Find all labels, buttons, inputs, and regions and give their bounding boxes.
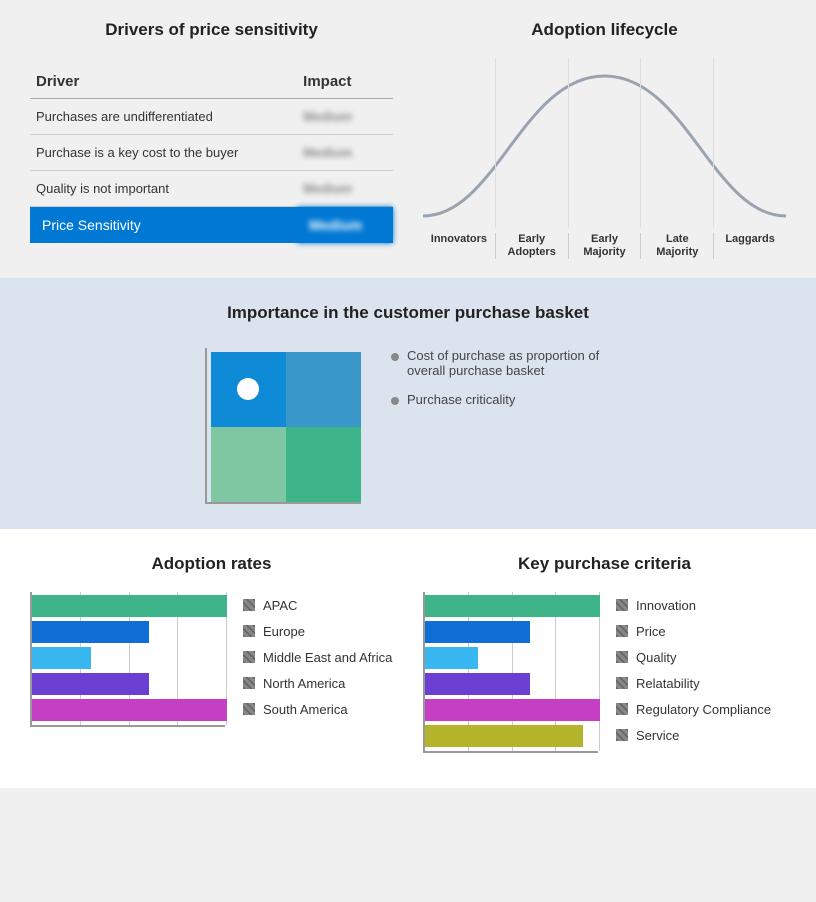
lifecycle-category: Early Majority — [568, 233, 641, 259]
swatch-icon — [616, 729, 628, 741]
lifecycle-curve — [423, 58, 786, 228]
adoption-rates-title: Adoption rates — [30, 554, 393, 574]
criteria-legend-label: Quality — [636, 650, 676, 665]
criteria-bar — [425, 673, 530, 695]
criteria-legend-label: Price — [636, 624, 666, 639]
drivers-table: Driver Impact Purchases are undifferenti… — [30, 65, 393, 243]
drivers-summary-row: Price SensitivityMedium — [30, 207, 393, 244]
lifecycle-chart: InnovatorsEarly AdoptersEarly MajorityLa… — [423, 58, 786, 258]
quadrant-top-left — [211, 352, 286, 427]
purchase-criteria-title: Key purchase criteria — [423, 554, 786, 574]
adoption-rates-chart: APAC Europe Middle East and Africa North Am… — [30, 592, 393, 727]
adoption-bar — [32, 621, 149, 643]
drivers-row: Purchases are undifferentiatedMedium — [30, 99, 393, 135]
basket-legend-item: Purchase criticality — [391, 392, 611, 407]
criteria-legend-item: Price — [616, 618, 771, 644]
adoption-legend-label: North America — [263, 676, 345, 691]
impact-cell: Medium — [297, 171, 393, 207]
driver-cell: Quality is not important — [30, 171, 297, 207]
criteria-bars — [423, 592, 598, 753]
criteria-legend-item: Relatability — [616, 670, 771, 696]
drivers-row: Quality is not importantMedium — [30, 171, 393, 207]
swatch-icon — [616, 625, 628, 637]
criteria-legend-item: Quality — [616, 644, 771, 670]
adoption-bar — [32, 595, 227, 617]
adoption-bars — [30, 592, 225, 727]
adoption-legend-item: APAC — [243, 592, 392, 618]
lifecycle-category: Innovators — [423, 233, 495, 259]
adoption-legend: APAC Europe Middle East and Africa North Am… — [243, 592, 392, 727]
criteria-legend: Innovation Price Quality Relatability Regula… — [616, 592, 771, 753]
bullet-icon — [391, 353, 399, 361]
basket-title: Importance in the customer purchase bask… — [30, 303, 786, 323]
adoption-legend-item: North America — [243, 670, 392, 696]
criteria-legend-label: Innovation — [636, 598, 696, 613]
summary-value: Medium — [297, 207, 393, 244]
quadrant-top-right — [286, 352, 361, 427]
basket-legend-text: Cost of purchase as proportion of overal… — [407, 348, 611, 378]
criteria-bar — [425, 595, 600, 617]
criteria-legend-label: Regulatory Compliance — [636, 702, 771, 717]
top-row: Drivers of price sensitivity Driver Impa… — [0, 0, 816, 278]
drivers-col-impact: Impact — [297, 65, 393, 99]
basket-legend-item: Cost of purchase as proportion of overal… — [391, 348, 611, 378]
lifecycle-labels: InnovatorsEarly AdoptersEarly MajorityLa… — [423, 233, 786, 259]
basket-panel: Importance in the customer purchase bask… — [0, 278, 816, 529]
adoption-bar — [32, 647, 91, 669]
adoption-legend-item: Europe — [243, 618, 392, 644]
lifecycle-panel: Adoption lifecycle InnovatorsEarly Adopt… — [423, 20, 786, 258]
purchase-criteria-panel: Key purchase criteria Innovation Price Qua… — [423, 554, 786, 753]
quadrant-bottom-right — [286, 427, 361, 502]
adoption-legend-item: Middle East and Africa — [243, 644, 392, 670]
swatch-icon — [616, 703, 628, 715]
swatch-icon — [616, 651, 628, 663]
criteria-bar — [425, 621, 530, 643]
adoption-bar — [32, 699, 227, 721]
impact-cell: Medium — [297, 99, 393, 135]
driver-cell: Purchases are undifferentiated — [30, 99, 297, 135]
swatch-icon — [616, 599, 628, 611]
basket-dot — [237, 378, 259, 400]
lifecycle-category: Late Majority — [640, 233, 713, 259]
basket-legend: Cost of purchase as proportion of overal… — [391, 348, 611, 421]
criteria-legend-label: Service — [636, 728, 679, 743]
swatch-icon — [616, 677, 628, 689]
criteria-legend-item: Innovation — [616, 592, 771, 618]
summary-label: Price Sensitivity — [30, 207, 297, 244]
adoption-legend-label: APAC — [263, 598, 297, 613]
drivers-panel: Drivers of price sensitivity Driver Impa… — [30, 20, 393, 258]
basket-legend-text: Purchase criticality — [407, 392, 515, 407]
drivers-title: Drivers of price sensitivity — [30, 20, 393, 40]
swatch-icon — [243, 703, 255, 715]
impact-cell: Medium — [297, 135, 393, 171]
criteria-legend-item: Regulatory Compliance — [616, 696, 771, 722]
bottom-row: Adoption rates APAC Europe Middle East and… — [0, 529, 816, 788]
criteria-bar — [425, 647, 478, 669]
swatch-icon — [243, 677, 255, 689]
drivers-row: Purchase is a key cost to the buyerMediu… — [30, 135, 393, 171]
adoption-rates-panel: Adoption rates APAC Europe Middle East and… — [30, 554, 393, 753]
criteria-bar — [425, 699, 600, 721]
swatch-icon — [243, 651, 255, 663]
criteria-bar — [425, 725, 583, 747]
drivers-col-driver: Driver — [30, 65, 297, 99]
criteria-legend-item: Service — [616, 722, 771, 748]
lifecycle-category: Early Adopters — [495, 233, 568, 259]
purchase-criteria-chart: Innovation Price Quality Relatability Regula… — [423, 592, 786, 753]
adoption-legend-label: Europe — [263, 624, 305, 639]
quadrant-bottom-left — [211, 427, 286, 502]
criteria-legend-label: Relatability — [636, 676, 700, 691]
basket-quadrant — [205, 348, 361, 504]
lifecycle-title: Adoption lifecycle — [423, 20, 786, 40]
driver-cell: Purchase is a key cost to the buyer — [30, 135, 297, 171]
bullet-icon — [391, 397, 399, 405]
swatch-icon — [243, 599, 255, 611]
adoption-legend-label: Middle East and Africa — [263, 650, 392, 665]
swatch-icon — [243, 625, 255, 637]
adoption-bar — [32, 673, 149, 695]
adoption-legend-label: South America — [263, 702, 348, 717]
adoption-legend-item: South America — [243, 696, 392, 722]
lifecycle-category: Laggards — [713, 233, 786, 259]
